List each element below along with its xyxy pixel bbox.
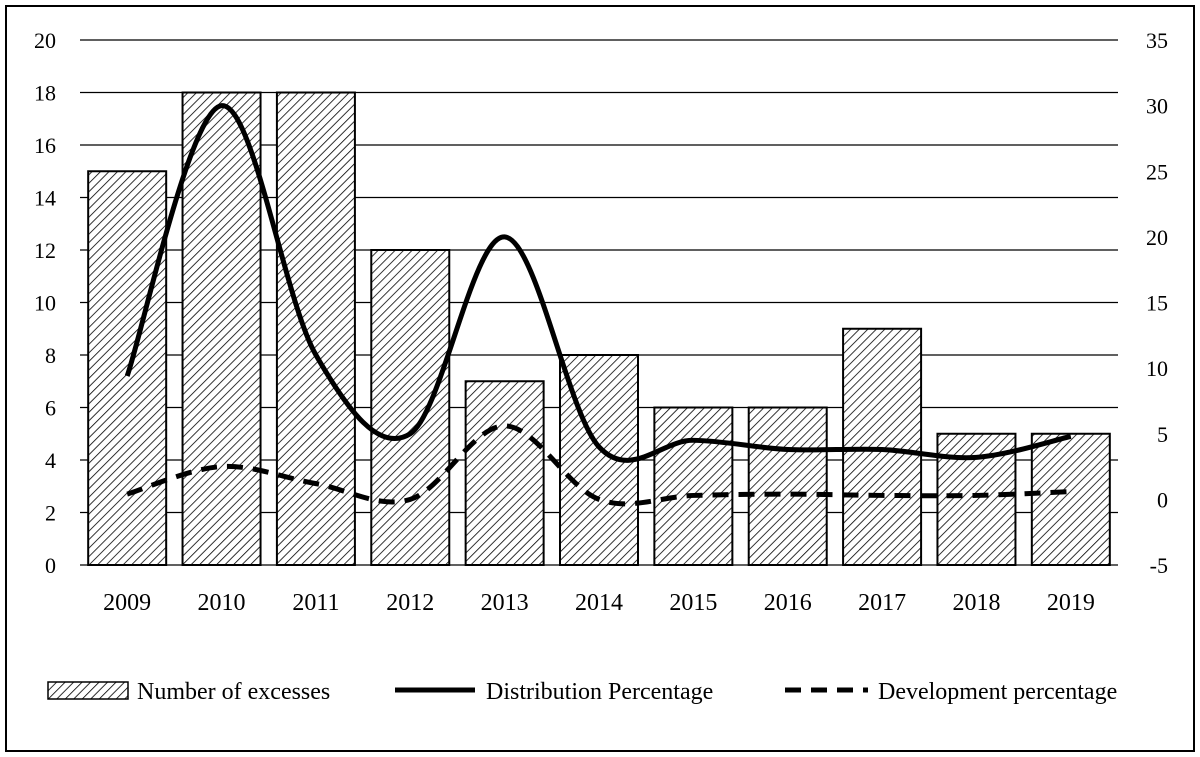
legend-label-development-percentage: Development percentage: [878, 679, 1117, 705]
left-tick-label: 8: [45, 343, 56, 368]
chart-frame: [5, 5, 1195, 752]
left-tick-label: 12: [34, 238, 56, 263]
bar-2011: [275, 91, 356, 566]
bar-2010: [181, 91, 262, 566]
left-tick-label: 6: [45, 396, 56, 421]
bar-2016: [747, 406, 828, 566]
x-tick-label: 2015: [669, 590, 717, 616]
x-tick-label: 2016: [764, 590, 812, 616]
lines: [124, 103, 1072, 507]
left-tick-label: 10: [34, 291, 56, 316]
left-tick-label: 2: [45, 501, 56, 526]
right-tick-label: -5: [1150, 553, 1168, 578]
x-tick-label: 2017: [858, 590, 906, 616]
x-tick-label: 2011: [292, 590, 339, 616]
right-tick-label: 5: [1157, 422, 1168, 447]
legend-swatch-number-of-excesses: [47, 681, 129, 700]
x-tick-label: 2013: [481, 590, 529, 616]
right-tick-label: 25: [1146, 159, 1168, 184]
series-line-distribution-percentage: [124, 103, 1072, 463]
x-axis: 2009 2010 2011 2012 2013 2014 2015 2016 2017 2018…: [103, 590, 1095, 616]
x-tick-label: 2010: [198, 590, 246, 616]
left-tick-label: 4: [45, 448, 56, 473]
left-tick-label: 20: [34, 28, 56, 53]
right-tick-label: 0: [1157, 487, 1168, 512]
bar-2013: [464, 380, 545, 566]
left-tick-label: 16: [34, 133, 56, 158]
right-axis: -5 0 5 10 15 20 25 30 35: [1146, 28, 1168, 578]
x-tick-label: 2014: [575, 590, 623, 616]
right-tick-label: 10: [1146, 356, 1168, 381]
right-tick-label: 35: [1146, 28, 1168, 53]
x-tick-label: 2012: [386, 590, 434, 616]
legend-label-number-of-excesses: Number of excesses: [137, 679, 330, 705]
legend: Number of excesses Distribution Percenta…: [47, 679, 1117, 705]
left-tick-label: 18: [34, 81, 56, 106]
right-tick-label: 15: [1146, 291, 1168, 316]
bar-2012: [370, 249, 451, 566]
x-tick-label: 2018: [952, 590, 1000, 616]
left-tick-label: 14: [34, 186, 56, 211]
right-tick-label: 20: [1146, 225, 1168, 250]
left-tick-label: 0: [45, 553, 56, 578]
bar-2019: [1030, 432, 1111, 566]
x-tick-label: 2009: [103, 590, 151, 616]
right-tick-label: 30: [1146, 94, 1168, 119]
series-line-development-percentage: [126, 423, 1071, 507]
left-axis: 0 2 4 6 8 10 12 14 16 18 20: [34, 28, 56, 578]
legend-label-distribution-percentage: Distribution Percentage: [486, 679, 713, 705]
bar-2015: [653, 406, 734, 566]
x-tick-label: 2019: [1047, 590, 1095, 616]
